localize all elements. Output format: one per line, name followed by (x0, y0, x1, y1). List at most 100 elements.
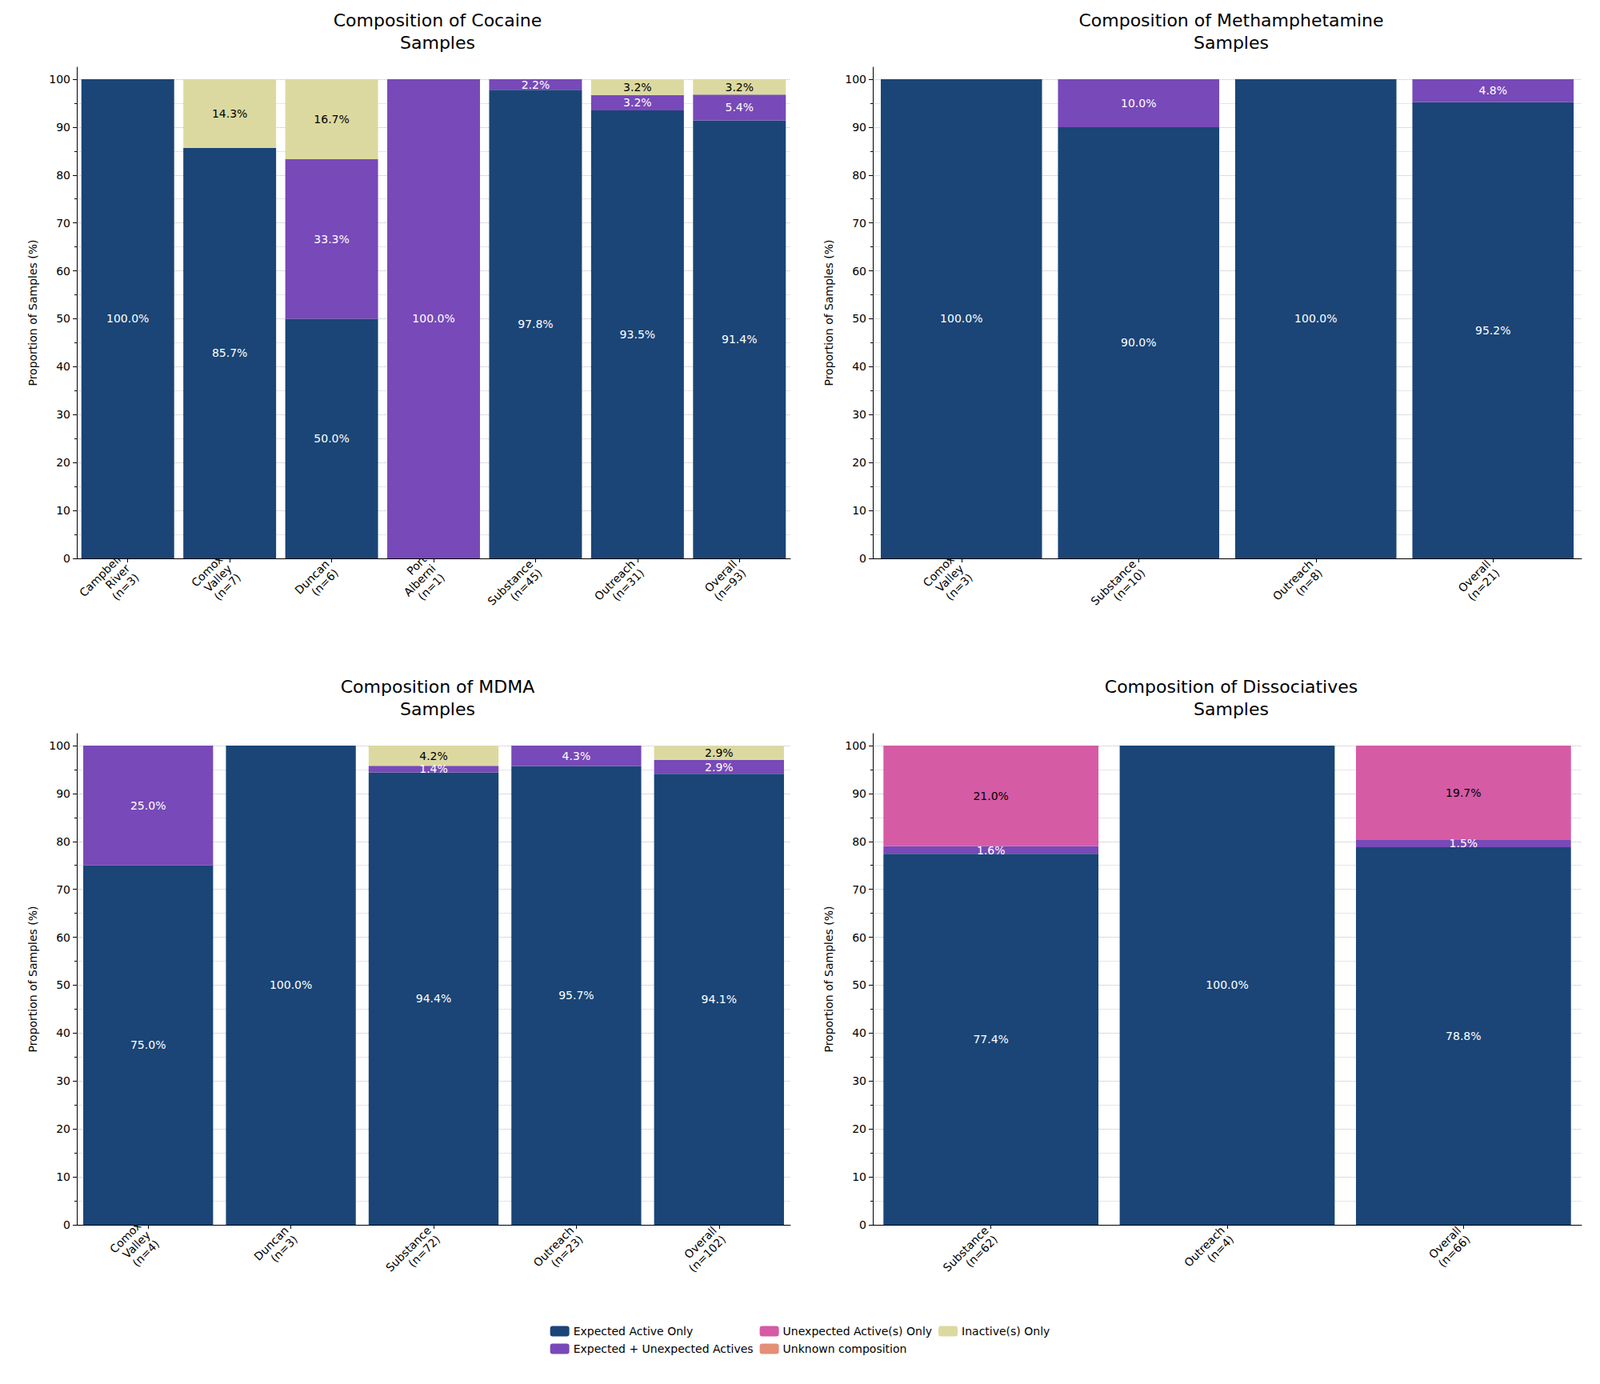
svg-text:(n=6): (n=6) (308, 566, 341, 599)
svg-text:100.0%: 100.0% (940, 312, 983, 325)
svg-text:0: 0 (63, 1218, 71, 1232)
svg-text:50: 50 (852, 312, 867, 325)
svg-text:Expected + Unexpected Actives: Expected + Unexpected Actives (573, 1342, 754, 1356)
svg-text:2.2%: 2.2% (521, 78, 551, 92)
svg-text:70: 70 (56, 883, 71, 896)
svg-text:40: 40 (852, 1026, 867, 1040)
svg-text:97.8%: 97.8% (517, 317, 553, 331)
svg-text:20: 20 (852, 1122, 867, 1136)
svg-text:40: 40 (852, 360, 867, 373)
svg-text:Proportion of Samples (%): Proportion of Samples (%) (822, 905, 836, 1052)
svg-text:25.0%: 25.0% (130, 799, 166, 812)
svg-text:85.7%: 85.7% (212, 346, 248, 360)
svg-text:50.0%: 50.0% (313, 432, 349, 445)
svg-text:Composition of Cocaine: Composition of Cocaine (333, 10, 543, 31)
svg-text:0: 0 (63, 552, 71, 565)
svg-text:100.0%: 100.0% (1294, 312, 1337, 325)
svg-text:60: 60 (852, 264, 867, 278)
svg-text:78.8%: 78.8% (1445, 1029, 1481, 1043)
svg-text:94.4%: 94.4% (416, 992, 452, 1005)
svg-text:3.2%: 3.2% (623, 80, 652, 94)
svg-text:16.7%: 16.7% (313, 112, 349, 126)
svg-text:19.7%: 19.7% (1445, 786, 1481, 800)
svg-text:30: 30 (852, 408, 867, 421)
svg-text:Composition of MDMA: Composition of MDMA (340, 676, 536, 697)
svg-text:Expected Active Only: Expected Active Only (573, 1324, 694, 1338)
svg-text:(n=31): (n=31) (609, 566, 647, 604)
svg-text:100.0%: 100.0% (269, 978, 312, 992)
svg-text:0: 0 (859, 1218, 867, 1232)
svg-text:4.2%: 4.2% (419, 749, 448, 763)
svg-text:(n=3): (n=3) (943, 571, 976, 604)
svg-text:Samples: Samples (1193, 32, 1269, 53)
svg-text:(n=7): (n=7) (211, 571, 244, 604)
svg-text:40: 40 (56, 1026, 71, 1040)
svg-text:1.4%: 1.4% (419, 762, 448, 776)
svg-text:Proportion of Samples (%): Proportion of Samples (%) (26, 905, 40, 1052)
svg-text:Samples: Samples (400, 32, 476, 53)
svg-text:(n=72): (n=72) (405, 1232, 443, 1270)
svg-text:Proportion of Samples (%): Proportion of Samples (%) (26, 239, 40, 386)
svg-text:95.2%: 95.2% (1475, 324, 1511, 337)
svg-text:20: 20 (56, 1122, 71, 1136)
svg-text:33.3%: 33.3% (313, 232, 349, 246)
svg-text:30: 30 (56, 408, 71, 421)
svg-text:(n=4): (n=4) (129, 1237, 162, 1270)
svg-text:(n=23): (n=23) (548, 1232, 586, 1270)
svg-text:20: 20 (56, 456, 71, 469)
svg-text:93.5%: 93.5% (620, 328, 656, 341)
svg-text:100: 100 (844, 72, 867, 86)
svg-text:(n=10): (n=10) (1110, 566, 1148, 604)
svg-text:94.1%: 94.1% (701, 992, 737, 1006)
svg-text:(n=21): (n=21) (1464, 566, 1502, 604)
svg-text:2.9%: 2.9% (704, 746, 734, 760)
svg-text:Samples: Samples (400, 699, 476, 720)
svg-text:80: 80 (852, 835, 867, 848)
svg-text:77.4%: 77.4% (972, 1032, 1008, 1046)
svg-text:100.0%: 100.0% (106, 312, 149, 325)
svg-text:90: 90 (852, 787, 867, 800)
svg-text:Proportion of Samples (%): Proportion of Samples (%) (822, 239, 836, 386)
svg-text:1.5%: 1.5% (1449, 836, 1479, 850)
svg-text:70: 70 (852, 216, 867, 230)
svg-text:1.6%: 1.6% (976, 844, 1006, 857)
svg-text:Unexpected Active(s) Only: Unexpected Active(s) Only (783, 1324, 932, 1338)
svg-text:10: 10 (852, 1170, 867, 1184)
svg-text:(n=45): (n=45) (508, 566, 545, 604)
svg-text:90.0%: 90.0% (1120, 336, 1156, 349)
svg-text:60: 60 (852, 931, 867, 944)
svg-text:50: 50 (56, 978, 71, 992)
svg-text:90: 90 (852, 120, 867, 134)
svg-text:100.0%: 100.0% (412, 312, 455, 325)
svg-text:100: 100 (48, 739, 71, 752)
svg-text:40: 40 (56, 360, 71, 373)
svg-text:95.7%: 95.7% (558, 988, 594, 1002)
svg-text:(n=93): (n=93) (711, 566, 748, 604)
svg-text:10: 10 (56, 504, 71, 517)
svg-text:(n=3): (n=3) (268, 1232, 300, 1265)
svg-text:91.4%: 91.4% (721, 332, 757, 346)
svg-text:10: 10 (56, 1170, 71, 1184)
svg-text:5.4%: 5.4% (724, 100, 754, 114)
svg-text:10.0%: 10.0% (1120, 96, 1156, 110)
svg-text:60: 60 (56, 931, 71, 944)
svg-text:4.8%: 4.8% (1478, 84, 1508, 97)
svg-text:(n=62): (n=62) (963, 1232, 1000, 1270)
svg-text:4.3%: 4.3% (562, 749, 592, 763)
svg-text:2.9%: 2.9% (704, 760, 734, 774)
svg-text:Unknown composition: Unknown composition (783, 1342, 908, 1356)
svg-text:(n=3): (n=3) (109, 571, 142, 604)
svg-text:Composition of Methamphetamine: Composition of Methamphetamine (1078, 10, 1384, 31)
svg-text:50: 50 (56, 312, 71, 325)
svg-text:70: 70 (56, 216, 71, 230)
svg-text:30: 30 (56, 1074, 71, 1088)
svg-text:80: 80 (56, 835, 71, 848)
svg-text:Samples: Samples (1193, 699, 1269, 720)
svg-text:0: 0 (859, 552, 867, 565)
svg-text:Composition of Dissociatives: Composition of Dissociatives (1104, 676, 1358, 697)
svg-text:90: 90 (56, 120, 71, 134)
svg-text:80: 80 (56, 168, 71, 182)
svg-text:(n=66): (n=66) (1435, 1232, 1472, 1270)
svg-text:Inactive(s) Only: Inactive(s) Only (961, 1324, 1050, 1338)
svg-text:70: 70 (852, 883, 867, 896)
